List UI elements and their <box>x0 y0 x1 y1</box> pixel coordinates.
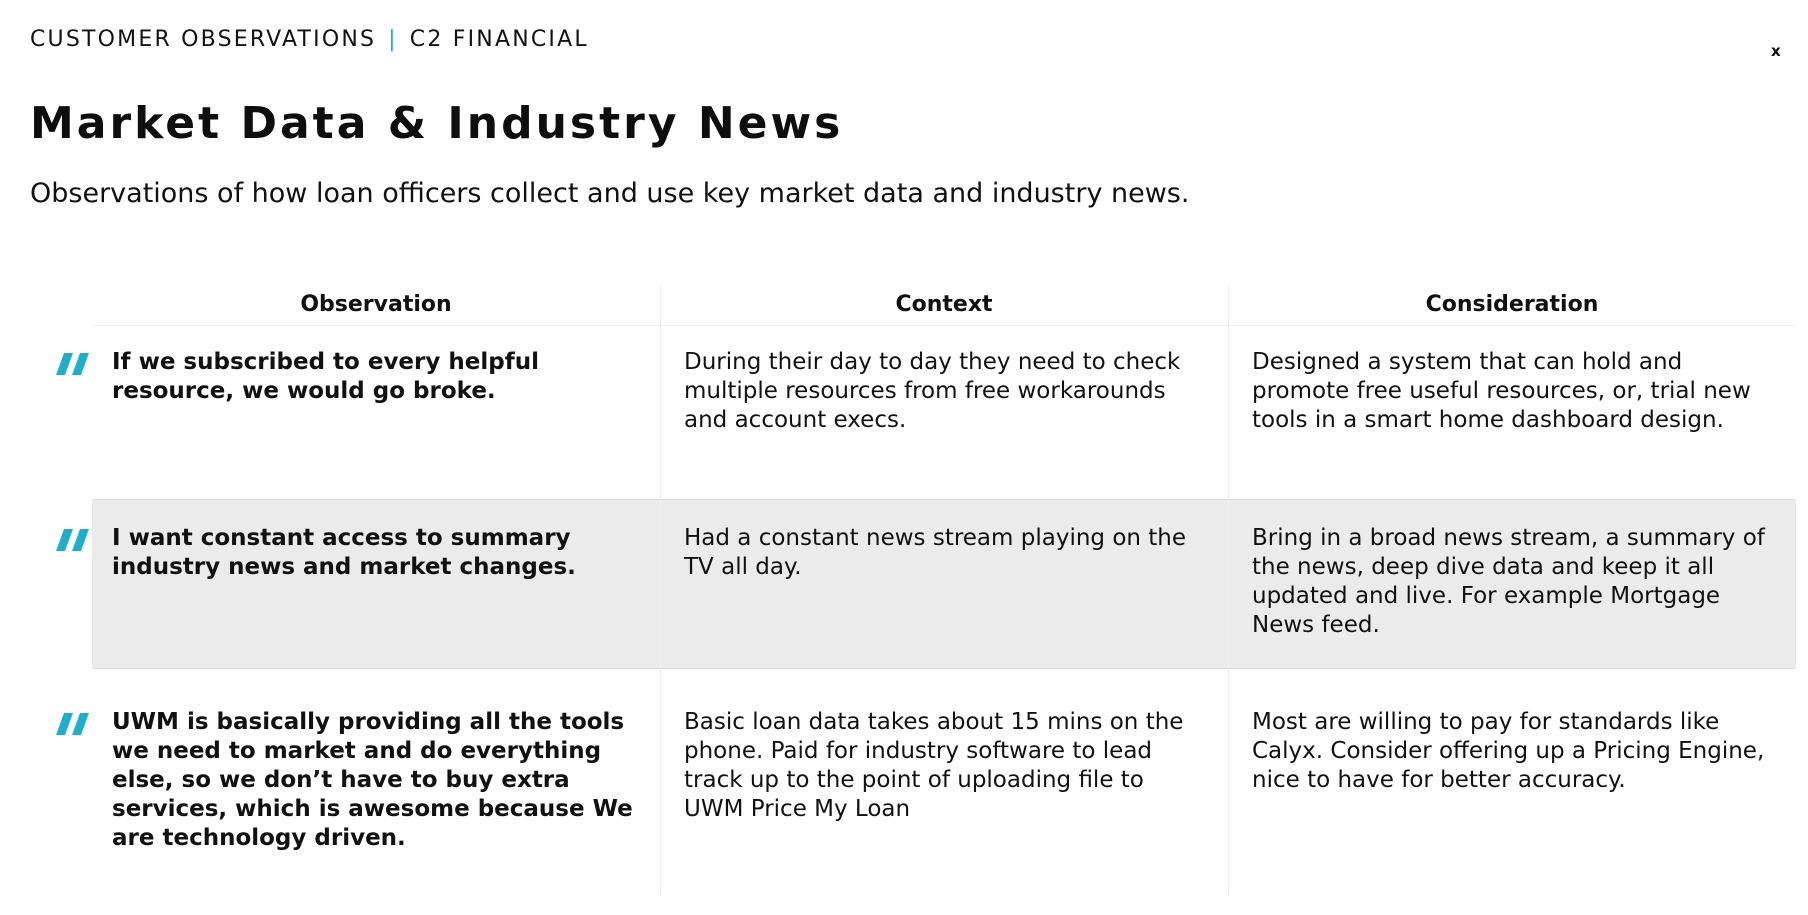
observation-text: If we subscribed to every helpful resour… <box>112 349 539 404</box>
brand-section-label: CUSTOMER OBSERVATIONS <box>30 27 377 52</box>
observation-text: UWM is basically providing all the tools… <box>112 709 633 851</box>
table-row: I want constant access to summary indust… <box>0 499 1808 669</box>
column-header-observation: Observation <box>300 292 452 317</box>
header-divider <box>92 325 1796 326</box>
context-text: Had a constant news stream playing on th… <box>684 525 1187 580</box>
context-text: Basic loan data takes about 15 mins on t… <box>684 709 1184 822</box>
quote-marks-icon <box>56 353 90 375</box>
table-row: UWM is basically providing all the tools… <box>0 683 1808 895</box>
quote-marks-icon <box>56 529 90 551</box>
row-highlight <box>92 499 1796 669</box>
column-header-context: Context <box>895 292 993 317</box>
column-divider <box>1228 285 1229 895</box>
context-text: During their day to day they need to che… <box>684 349 1181 433</box>
consideration-text: Designed a system that can hold and prom… <box>1252 349 1751 433</box>
page-title: Market Data & Industry News <box>30 98 844 149</box>
observation-text: I want constant access to summary indust… <box>112 525 576 580</box>
column-divider <box>660 285 661 895</box>
quote-marks-icon <box>56 713 90 735</box>
observations-table: Observation Context Consideration If we … <box>0 285 1808 895</box>
table-row: If we subscribed to every helpful resour… <box>0 325 1808 485</box>
consideration-text: Bring in a broad news stream, a summary … <box>1252 525 1765 638</box>
brand-separator: | <box>388 27 398 52</box>
consideration-text: Most are willing to pay for standards li… <box>1252 709 1765 793</box>
page-subtitle: Observations of how loan officers collec… <box>30 178 1190 209</box>
column-header-consideration: Consideration <box>1425 292 1599 317</box>
brand-header: CUSTOMER OBSERVATIONS | C2 FINANCIAL <box>30 27 589 52</box>
close-icon[interactable]: x <box>1771 42 1781 60</box>
brand-company-label: C2 FINANCIAL <box>409 27 589 52</box>
